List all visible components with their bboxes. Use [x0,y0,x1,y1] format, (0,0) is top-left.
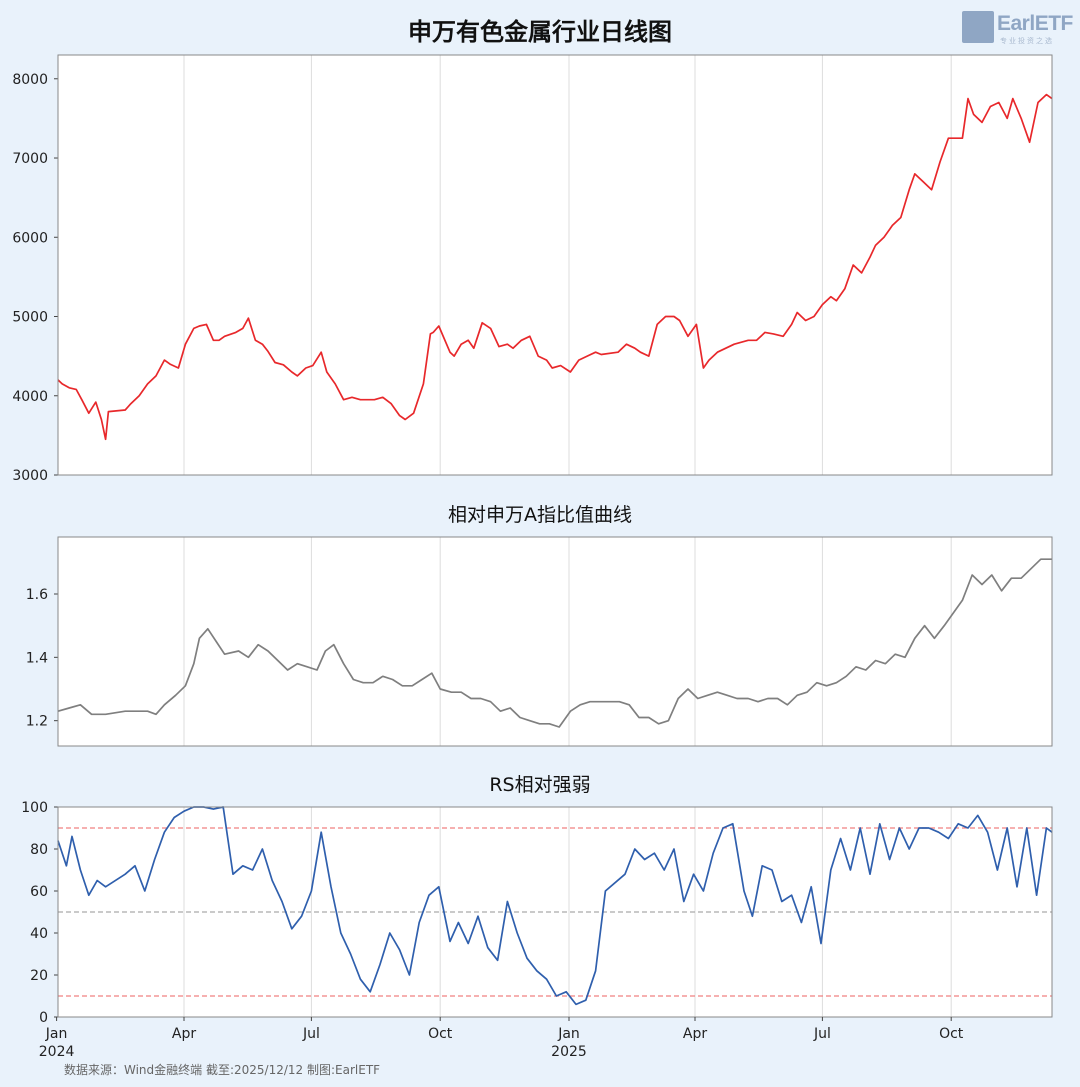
relative-frame [57,536,1053,747]
logo-text: EarlETF [997,12,1073,35]
x-tick-label: Jan [45,1026,68,1042]
price-y-tick-label: 7000 [12,151,48,167]
x-tick-label: 2025 [551,1044,587,1060]
price-panel: 3000 4000 5000 6000 7000 8000 [12,54,1053,484]
price-y-tick-label: 4000 [12,389,48,405]
price-frame [57,54,1053,476]
rs-frame [57,806,1053,1018]
rs-y-tick-label: 40 [30,926,48,942]
x-tick-label: Oct [428,1026,453,1042]
relative-y-tick-label: 1.2 [26,714,48,730]
rs-y-tick-label: 100 [21,800,48,816]
logo-subtext: 专业投资之选 [1000,37,1054,45]
relative-panel: 1.2 1.4 1.6 [26,536,1053,747]
x-tick-label: Jan [557,1026,580,1042]
rs-chart-title: RS相对强弱 [489,774,591,796]
chart-title: 申万有色金属行业日线图 [408,18,672,46]
relative-plot-area [58,537,1052,746]
x-tick-label: Oct [939,1026,964,1042]
logo-mark-icon [962,11,994,43]
price-y-tick-label: 5000 [12,310,48,326]
data-source-footer: 数据来源：Wind金融终端 截至:2025/12/12 制图:EarlETF [64,1063,381,1077]
relative-y-tick-label: 1.4 [26,650,48,666]
rs-y-tick-label: 0 [39,1010,48,1026]
rs-y-tick-label: 60 [30,884,48,900]
price-y-tick-label: 8000 [12,72,48,88]
rs-panel: 0 20 40 60 80 100 [21,800,1053,1026]
relative-y-tick-label: 1.6 [26,587,48,603]
x-tick-label: Jul [813,1026,831,1042]
price-y-tick-label: 6000 [12,230,48,246]
brand-logo: EarlETF 专业投资之选 [962,9,1074,45]
rs-y-tick-label: 20 [30,968,48,984]
x-tick-label: Apr [683,1026,707,1042]
price-y-tick-label: 3000 [12,468,48,484]
x-tick-label: Apr [172,1026,196,1042]
price-series-line [57,93,1053,441]
x-tick-label: Jul [302,1026,320,1042]
price-plot-area [58,55,1052,475]
x-tick-label: 2024 [39,1044,75,1060]
relative-series-line [57,558,1052,728]
relative-chart-title: 相对申万A指比值曲线 [448,504,632,526]
rs-y-tick-label: 80 [30,842,48,858]
